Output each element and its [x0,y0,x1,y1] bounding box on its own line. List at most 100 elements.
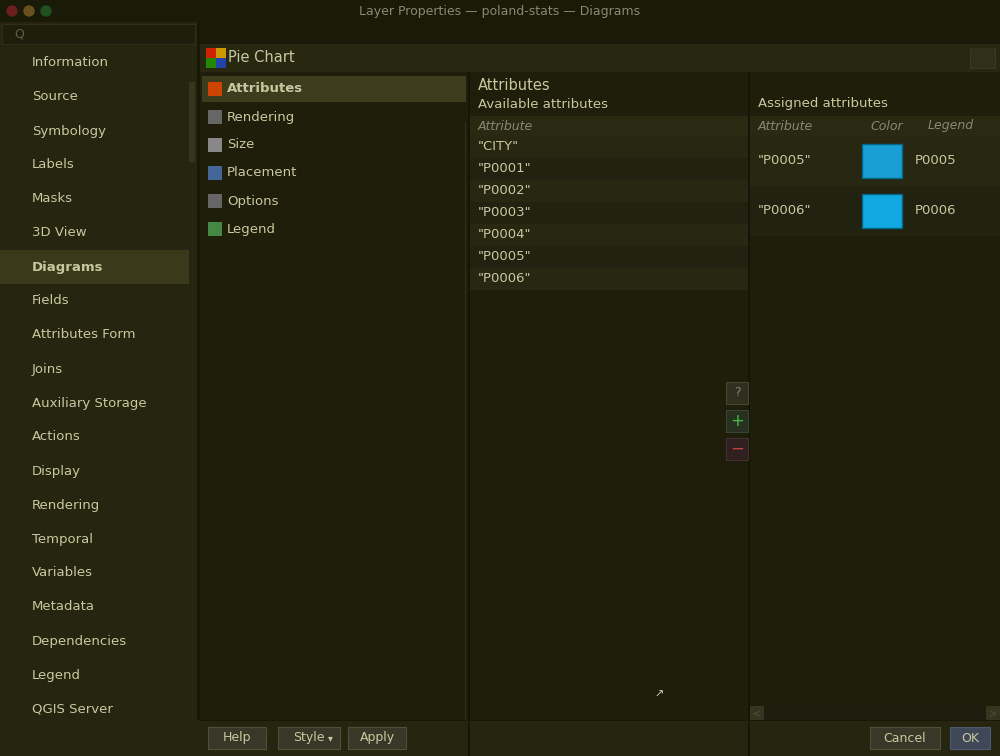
Bar [96,534,97,535]
Bar [396,448,397,449]
Bar [228,624,229,625]
Bar [48,378,49,379]
Bar [448,432,449,433]
Bar [994,740,995,741]
Bar [750,248,751,249]
Bar [96,274,97,275]
Bar [754,424,755,425]
Bar [482,556,483,557]
Bar [950,348,951,349]
Bar [228,348,229,349]
Bar [92,286,93,287]
Bar [16,750,17,751]
Bar [312,440,313,441]
Bar [498,188,499,189]
Bar [730,744,731,745]
Bar [910,388,911,389]
Bar [132,450,133,451]
Bar [148,318,149,319]
Bar [464,352,465,353]
Bar [412,652,413,653]
Bar [148,266,149,267]
Bar [806,452,807,453]
Bar [702,668,703,669]
Bar [626,248,627,249]
Bar [280,316,281,317]
Bar [300,160,301,161]
Bar [60,130,61,131]
Bar [630,516,631,517]
Bar [56,410,57,411]
Bar [252,76,253,77]
Bar [758,428,759,429]
Bar [280,192,281,193]
Bar [436,672,437,673]
Bar [566,432,567,433]
Bar [570,288,571,289]
Bar [574,408,575,409]
Bar [862,228,863,229]
Bar [826,568,827,569]
Bar [392,188,393,189]
Bar [168,378,169,379]
Bar [56,646,57,647]
Bar [658,716,659,717]
Bar [304,288,305,289]
Bar [558,416,559,417]
Bar [80,582,81,583]
Bar [76,150,77,151]
Bar [470,268,748,290]
Bar [92,634,93,635]
Bar [380,576,381,577]
Bar [296,116,297,117]
Bar [506,588,507,589]
Bar [854,660,855,661]
Bar [766,664,767,665]
Bar [404,552,405,553]
Bar [698,248,699,249]
Bar [372,440,373,441]
Bar [798,708,799,709]
Bar [156,638,157,639]
Bar [356,256,357,257]
Bar [400,484,401,485]
Bar [482,224,483,225]
Bar [602,120,603,121]
Bar [260,388,261,389]
Bar [392,164,393,165]
Bar [196,466,197,467]
Bar [802,544,803,545]
Bar [514,372,515,373]
Bar [694,404,695,405]
Bar [834,260,835,261]
Bar [470,420,471,421]
Bar [586,676,587,677]
Bar [686,192,687,193]
Bar [92,290,93,291]
Bar [742,576,743,577]
Bar [404,264,405,265]
Bar [870,192,871,193]
Bar [100,318,101,319]
Bar [168,330,169,331]
Bar [574,736,575,737]
Bar [24,42,25,43]
Bar [280,588,281,589]
Bar [926,452,927,453]
Bar [722,328,723,329]
Bar [344,164,345,165]
Bar [994,432,995,433]
Bar [404,80,405,81]
Bar [930,296,931,297]
Bar [766,508,767,509]
Bar [112,190,113,191]
Bar [412,436,413,437]
Bar [20,154,21,155]
Bar [40,182,41,183]
Bar [622,248,623,249]
Bar [452,348,453,349]
Bar [830,576,831,577]
Bar [782,96,783,97]
Bar [380,544,381,545]
Bar [626,564,627,565]
